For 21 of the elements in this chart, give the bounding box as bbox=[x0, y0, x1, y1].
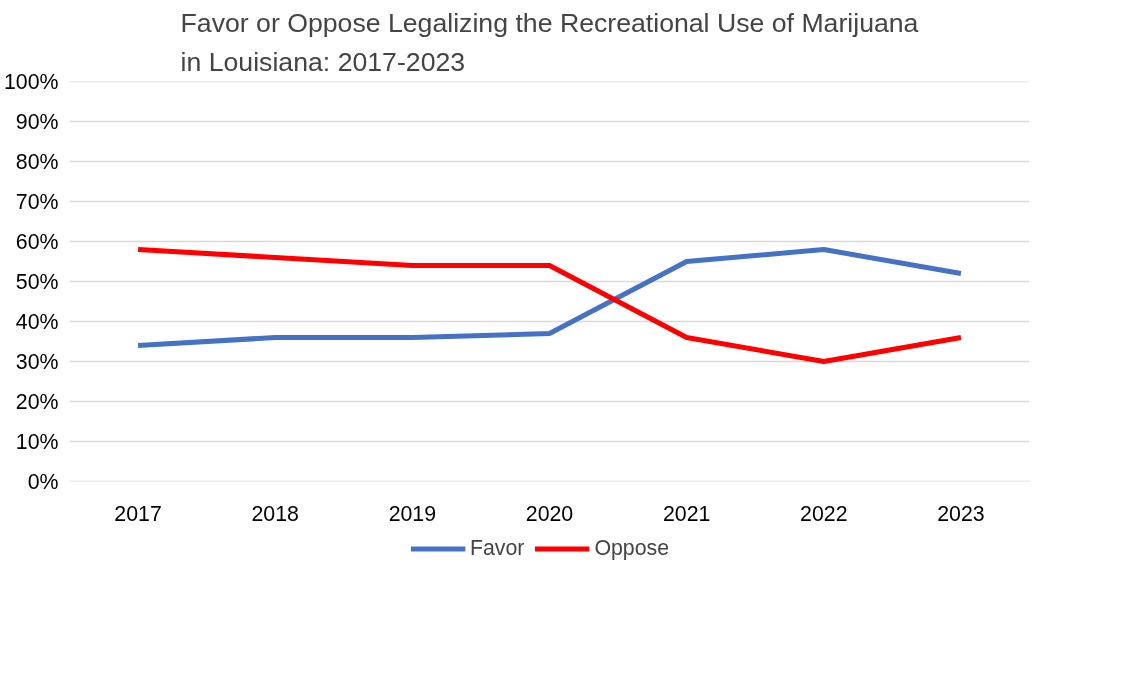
y-tick-label: 100% bbox=[3, 69, 59, 94]
legend-label: Favor bbox=[469, 535, 525, 561]
y-tick-label: 60% bbox=[15, 229, 59, 254]
y-tick-label: 50% bbox=[15, 269, 59, 294]
x-tick-label: 2017 bbox=[114, 501, 162, 526]
y-tick-label: 0% bbox=[27, 469, 59, 494]
x-tick-label: 2023 bbox=[937, 501, 985, 526]
x-tick-label: 2019 bbox=[388, 501, 437, 526]
y-tick-label: 30% bbox=[15, 349, 59, 374]
y-tick-label: 10% bbox=[15, 429, 59, 454]
y-tick-label: 20% bbox=[15, 389, 59, 414]
x-tick-label: 2018 bbox=[251, 501, 299, 526]
x-tick-label: 2020 bbox=[525, 501, 574, 526]
x-tick-label: 2021 bbox=[662, 501, 711, 526]
chart-title: Favor or Oppose Legalizing the Recreational Use of Marijuana in Louisiana: 2017-2023 bbox=[180, 7, 919, 77]
y-tick-label: 90% bbox=[15, 109, 59, 134]
y-tick-label: 80% bbox=[15, 149, 59, 174]
y-tick-label: 40% bbox=[15, 309, 59, 334]
y-tick-label: 70% bbox=[15, 189, 59, 214]
x-tick-label: 2022 bbox=[800, 501, 848, 526]
legend-label: Oppose bbox=[594, 535, 670, 561]
